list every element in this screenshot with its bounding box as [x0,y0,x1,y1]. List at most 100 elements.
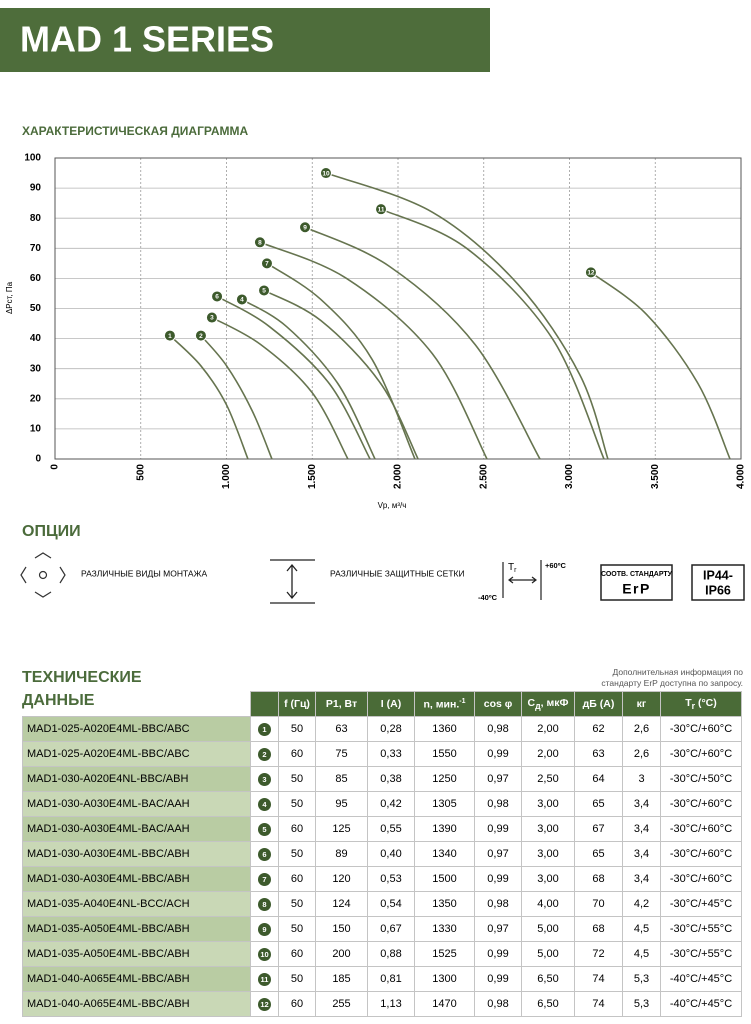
mounting-label: РАЗЛИЧНЫЕ ВИДЫ МОНТАЖА [81,568,207,578]
value-cell: 5,00 [521,916,575,942]
value-cell: 185 [315,966,368,992]
value-cell: 0,40 [367,841,415,867]
value-cell: -30°C/+55°C [660,941,742,967]
value-cell: 255 [315,991,368,1017]
x-axis-label: Vp, м³/ч [378,501,407,510]
fan-curve [325,172,609,460]
value-cell: 1470 [414,991,475,1017]
column-header: P1, Вт [315,691,368,717]
data-row: MAD1-040-A065E4ML-BBC/ABH 12 60 255 1,13 1470… [22,991,742,1017]
value-cell: 70 [574,891,623,917]
value-cell: 3,00 [521,866,575,892]
value-cell: 1360 [414,716,475,742]
value-cell: 6,50 [521,991,575,1017]
column-header: Tr (°C) [660,691,742,717]
header-text: P1, Вт [325,698,358,710]
value-cell: 0,99 [474,816,522,842]
value-cell: -30°C/+50°C [660,766,742,792]
fan-curve [266,262,416,460]
fan-curve [380,208,605,460]
row-number: 8 [258,897,271,911]
value-cell: 2,6 [622,716,661,742]
value-cell: 6 [250,841,279,867]
column-header: n, мин.-1 [414,691,475,717]
data-row: MAD1-030-A020E4NL-BBC/ABH 3 50 85 0,38 1250 0,… [22,766,742,792]
value-cell: 1305 [414,791,475,817]
column-header: cos φ [474,691,522,717]
fan-curve [169,335,249,460]
curve-label: 4 [240,297,244,304]
curve-label: 5 [262,288,266,295]
data-row: MAD1-035-A040E4NL-BCC/ACH 8 50 124 0,54 1350 0… [22,891,742,917]
value-cell: 50 [278,916,316,942]
value-cell: 0,88 [367,941,415,967]
value-cell: 74 [574,966,623,992]
model-cell: MAD1-025-A020E4ML-BBC/ABC [22,716,251,742]
value-cell: 10 [250,941,279,967]
value-cell: 0,98 [474,891,522,917]
value-cell: 3,00 [521,791,575,817]
y-tick-label: 30 [30,363,42,374]
value-cell: 2,00 [521,741,575,767]
value-cell: 50 [278,841,316,867]
value-cell: -30°C/+60°C [660,816,742,842]
value-cell: 150 [315,916,368,942]
value-cell: 1250 [414,766,475,792]
value-cell: 95 [315,791,368,817]
value-cell: 1300 [414,966,475,992]
fan-curve [241,298,376,460]
curve-label: 10 [322,170,330,177]
value-cell: 4 [250,791,279,817]
fan-curve [216,295,371,460]
model-cell: MAD1-035-A050E4ML-BBC/ABH [22,941,251,967]
header-text: T [685,696,692,709]
value-cell: 0,33 [367,741,415,767]
row-number: 1 [258,722,271,736]
fan-curve [590,271,731,460]
value-cell: 50 [278,716,316,742]
y-tick-label: 70 [30,243,42,254]
value-cell: 63 [574,741,623,767]
y-tick-label: 10 [30,424,42,435]
value-cell: 3,4 [622,866,661,892]
value-cell: 11 [250,966,279,992]
model-cell: MAD1-040-A065E4ML-BBC/ABH [22,991,251,1017]
model-cell: MAD1-030-A030E4ML-BAC/AAH [22,816,251,842]
curve-marker [584,266,597,279]
value-cell: 4,2 [622,891,661,917]
row-number: 2 [258,747,271,761]
header-text: C [527,696,536,709]
header-text: f (Гц) [284,698,310,710]
value-cell: 2 [250,741,279,767]
row-number: 9 [258,922,271,936]
value-cell: 1550 [414,741,475,767]
value-cell: 50 [278,791,316,817]
y-tick-label: 0 [35,454,41,465]
y-axis-label: ΔPст, Па [5,281,14,314]
y-tick-label: 40 [30,333,42,344]
curve-label: 7 [265,261,269,268]
temp-symbol-sub: r [514,567,517,574]
model-cell: MAD1-030-A030E4ML-BBC/ABH [22,841,251,867]
value-cell: 0,55 [367,816,415,842]
temp-min: -40ºC [478,593,498,602]
model-cell: MAD1-030-A020E4NL-BBC/ABH [22,766,251,792]
value-cell: 0,97 [474,916,522,942]
column-header: Cд, мкФ [521,691,575,717]
curve-marker [163,329,176,342]
value-cell: 3,00 [521,816,575,842]
value-cell: 50 [278,766,316,792]
data-row: MAD1-035-A050E4ML-BBC/ABH 9 50 150 0,67 1330 0… [22,916,742,942]
curve-marker [205,311,218,324]
header-blank [22,691,251,717]
header-band [0,8,490,72]
value-cell: 12 [250,991,279,1017]
value-cell: 0,99 [474,741,522,767]
value-cell: 75 [315,741,368,767]
chart-title: ХАРАКТЕРИСТИЧЕСКАЯ ДИАГРАММА [22,124,248,138]
value-cell: 2,50 [521,766,575,792]
x-tick-label: 500 [135,464,146,481]
value-cell: 9 [250,916,279,942]
row-number: 11 [258,972,271,986]
